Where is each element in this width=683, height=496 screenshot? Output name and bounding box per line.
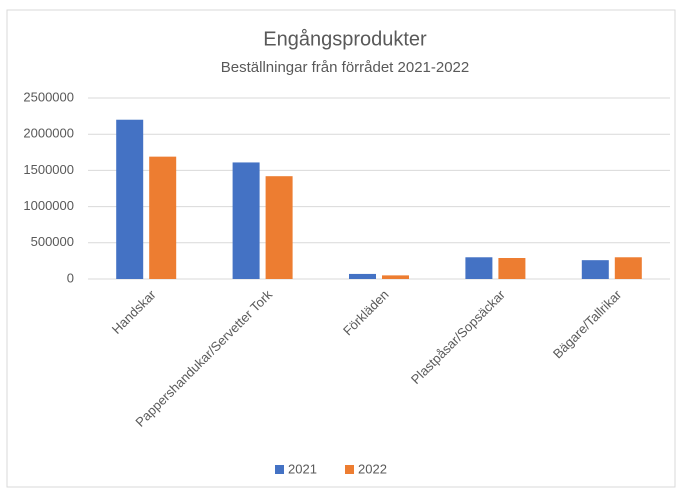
bar: [382, 275, 409, 279]
bar: [116, 119, 144, 279]
bar: [149, 156, 177, 279]
bar: [349, 273, 376, 279]
bar: [614, 257, 642, 279]
chart-subtitle: Beställningar från förrådet 2021-2022: [221, 59, 470, 76]
legend-swatch: [345, 465, 354, 474]
y-tick-label: 0: [67, 270, 74, 285]
y-tick-label: 1000000: [23, 198, 74, 213]
y-tick-label: 2500000: [23, 89, 74, 104]
legend-swatch: [275, 465, 284, 474]
legend-label: 2022: [358, 461, 387, 476]
bar: [232, 162, 260, 279]
legend-label: 2021: [288, 461, 317, 476]
chart-frame: [6, 9, 676, 488]
y-tick-label: 500000: [31, 234, 74, 249]
y-tick-label: 2000000: [23, 126, 74, 141]
chart-title: Engångsprodukter: [263, 28, 427, 50]
bar: [265, 176, 293, 279]
bar: [465, 257, 493, 279]
bar: [581, 260, 609, 279]
y-tick-label: 1500000: [23, 162, 74, 177]
bar: [498, 258, 526, 279]
